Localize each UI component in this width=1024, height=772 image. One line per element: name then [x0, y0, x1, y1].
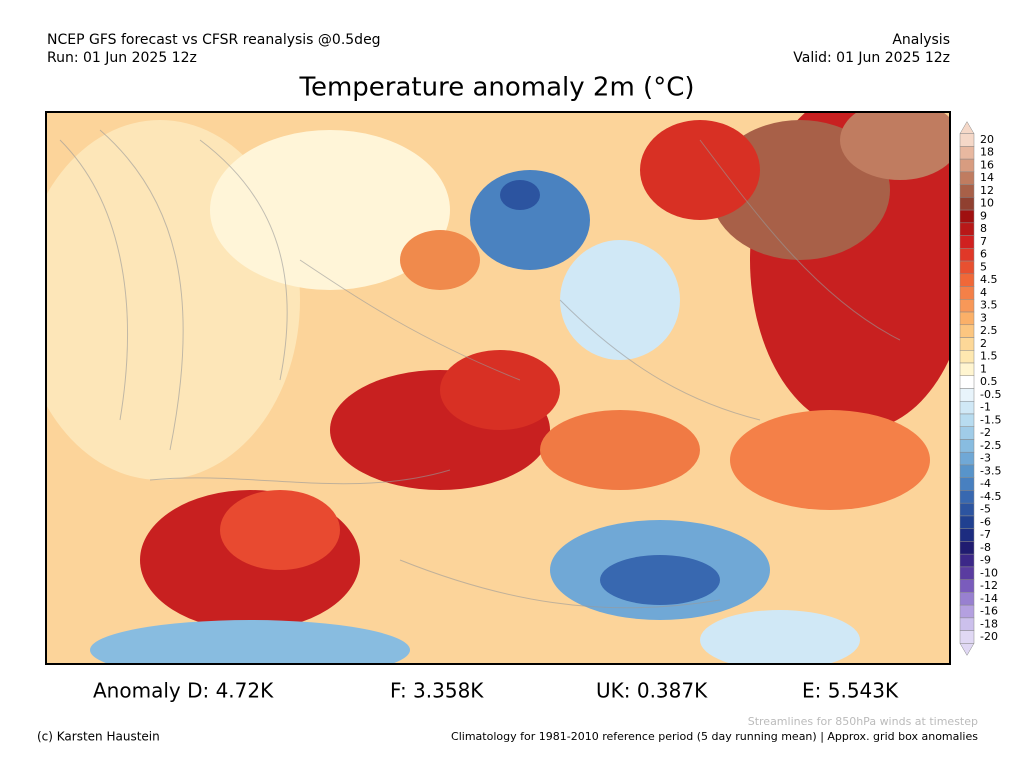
colorbar-label: 10 [980, 197, 994, 210]
colorbar-label: -7 [980, 528, 991, 541]
colorbar: 201816141210987654.543.532.521.510.5-0.5… [959, 121, 1001, 656]
colorbar-swatch [959, 158, 975, 173]
map-title: Temperature anomaly 2m (°C) [299, 73, 695, 103]
colorbar-label: 20 [980, 133, 994, 146]
colorbar-label: 0.5 [980, 375, 998, 388]
colorbar-label: -10 [980, 566, 998, 579]
colorbar-swatch [959, 630, 975, 644]
stat: UK: 0.387K [596, 679, 708, 703]
colorbar-swatch [959, 171, 975, 185]
colorbar-swatch [959, 273, 975, 287]
colorbar-label: 4 [980, 286, 987, 299]
colorbar-label: -2.5 [980, 439, 1001, 452]
colorbar-label: 2.5 [980, 324, 998, 337]
colorbar-swatch [959, 528, 975, 542]
colorbar-swatch [959, 617, 975, 631]
colorbar-swatch [959, 184, 975, 198]
map-frame [45, 111, 951, 665]
colorbar-swatch [959, 146, 975, 160]
stat: E: 5.543K [802, 679, 899, 703]
colorbar-swatch [959, 439, 975, 453]
colorbar-swatch [959, 350, 975, 364]
colorbar-swatch [959, 375, 975, 389]
header-line: Run: 01 Jun 2025 12z [47, 50, 197, 66]
colorbar-label: 18 [980, 146, 994, 159]
colorbar-label: 14 [980, 171, 994, 184]
colorbar-swatch [959, 426, 975, 440]
colorbar-swatch [959, 362, 975, 377]
colorbar-swatch [959, 451, 975, 466]
colorbar-label: -3 [980, 452, 991, 465]
colorbar-swatch [959, 477, 975, 491]
colorbar-swatch [959, 579, 975, 593]
colorbar-swatch [959, 286, 975, 300]
colorbar-swatch [959, 235, 975, 249]
header-line: Valid: 01 Jun 2025 12z [793, 50, 950, 66]
credit: (c) Karsten Haustein [37, 730, 160, 744]
colorbar-label: 1.5 [980, 350, 998, 363]
colorbar-swatch [959, 337, 975, 351]
colorbar-label: 2 [980, 337, 987, 350]
colorbar-swatch [959, 209, 975, 224]
colorbar-label: -20 [980, 630, 998, 643]
colorbar-label: -1.5 [980, 413, 1001, 426]
colorbar-label: 5 [980, 260, 987, 273]
colorbar-swatch [959, 464, 975, 478]
colorbar-label: 7 [980, 235, 987, 248]
header-line: Analysis [892, 32, 950, 48]
colorbar-swatch [959, 515, 975, 529]
stat: F: 3.358K [390, 679, 484, 703]
colorbar-swatch [959, 197, 975, 211]
colorbar-swatch [959, 299, 975, 313]
colorbar-swatch [959, 222, 975, 236]
colorbar-label: 3.5 [980, 299, 998, 312]
colorbar-label: -5 [980, 503, 991, 516]
colorbar-label: -0.5 [980, 388, 1001, 401]
climatology-note: Climatology for 1981-2010 reference peri… [451, 730, 978, 743]
colorbar-label: -1 [980, 401, 991, 414]
colorbar-swatch [959, 413, 975, 427]
colorbar-label: 4.5 [980, 273, 998, 286]
colorbar-label: 6 [980, 248, 987, 261]
anomaly-field [46, 112, 950, 664]
colorbar-swatch [959, 324, 975, 338]
colorbar-label: 16 [980, 158, 994, 171]
colorbar-label: -6 [980, 515, 991, 528]
header-line: NCEP GFS forecast vs CFSR reanalysis @0.… [47, 32, 381, 48]
colorbar-label: 12 [980, 184, 994, 197]
colorbar-label: -18 [980, 617, 998, 630]
colorbar-swatch [959, 311, 975, 326]
colorbar-label: 3 [980, 311, 987, 324]
streamline-note: Streamlines for 850hPa winds at timestep [748, 715, 978, 728]
colorbar-arrow [959, 643, 975, 656]
colorbar-arrow [959, 121, 975, 134]
stat: Anomaly D: 4.72K [93, 679, 274, 703]
colorbar-swatch [959, 502, 975, 517]
colorbar-swatch [959, 388, 975, 402]
colorbar-swatch [959, 553, 975, 568]
colorbar-label: -3.5 [980, 464, 1001, 477]
colorbar-label: -4 [980, 477, 991, 490]
colorbar-label: -14 [980, 592, 998, 605]
colorbar-label: 9 [980, 209, 987, 222]
colorbar-label: -16 [980, 605, 998, 618]
colorbar-swatch [959, 592, 975, 606]
colorbar-label: -8 [980, 541, 991, 554]
colorbar-swatch [959, 248, 975, 262]
colorbar-swatch [959, 566, 975, 580]
colorbar-label: -4.5 [980, 490, 1001, 503]
colorbar-label: 8 [980, 222, 987, 235]
colorbar-swatch [959, 260, 975, 275]
colorbar-swatch [959, 604, 975, 619]
colorbar-swatch [959, 133, 975, 147]
colorbar-label: -12 [980, 579, 998, 592]
colorbar-label: -2 [980, 426, 991, 439]
colorbar-label: 1 [980, 362, 987, 375]
colorbar-label: -9 [980, 554, 991, 567]
colorbar-swatch [959, 541, 975, 555]
colorbar-swatch [959, 400, 975, 415]
colorbar-swatch [959, 490, 975, 504]
